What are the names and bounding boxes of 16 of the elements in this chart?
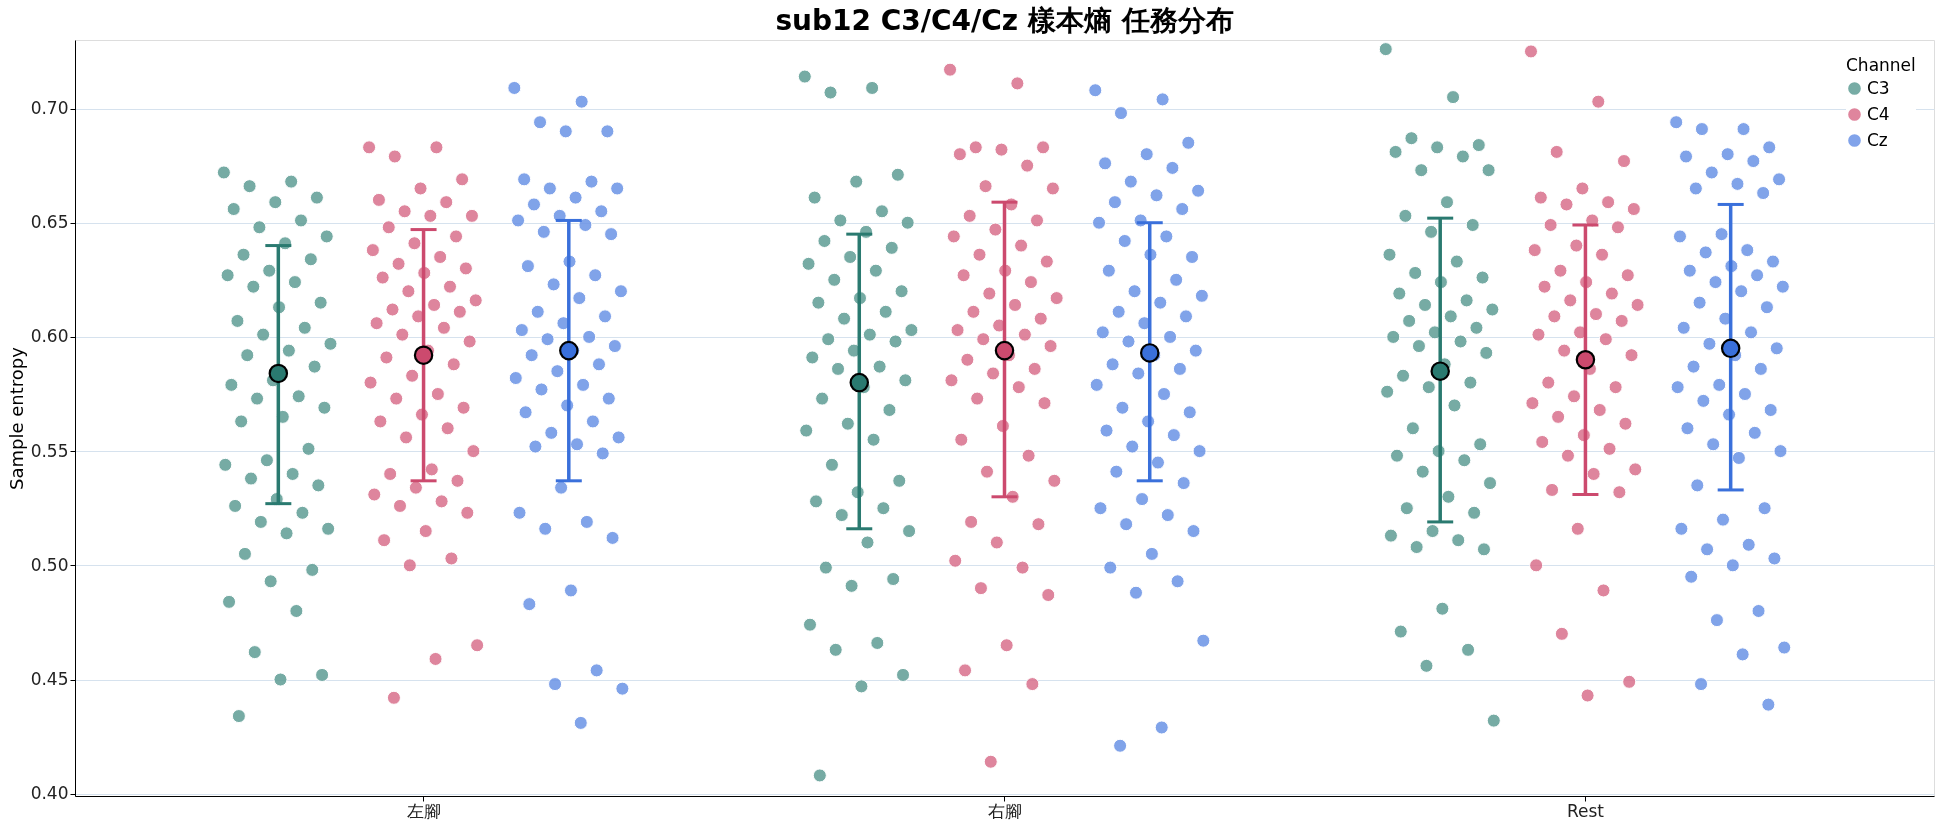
- x-tick-label: 左腳: [406, 800, 441, 821]
- y-tick-label: 0.45: [30, 669, 69, 690]
- y-tick-label: 0.40: [30, 783, 69, 804]
- y-tick-label: 0.60: [30, 326, 69, 347]
- y-tick-label: 0.50: [30, 554, 69, 575]
- chart-title: sub12 C3/C4/Cz 樣本熵 任務分布: [775, 4, 1234, 37]
- y-axis-title: Sample entropy: [5, 346, 27, 490]
- y-tick-label: 0.65: [30, 212, 69, 233]
- legend-label: C4: [1867, 103, 1890, 124]
- x-tick-label: 右腳: [987, 800, 1022, 821]
- y-tick-label: 0.55: [30, 440, 69, 461]
- y-tick-label: 0.70: [30, 98, 69, 119]
- legend-label: C3: [1867, 77, 1890, 98]
- legend-label: Cz: [1867, 129, 1888, 150]
- x-tick-label: Rest: [1566, 800, 1605, 821]
- legend-title: Channel: [1846, 55, 1916, 75]
